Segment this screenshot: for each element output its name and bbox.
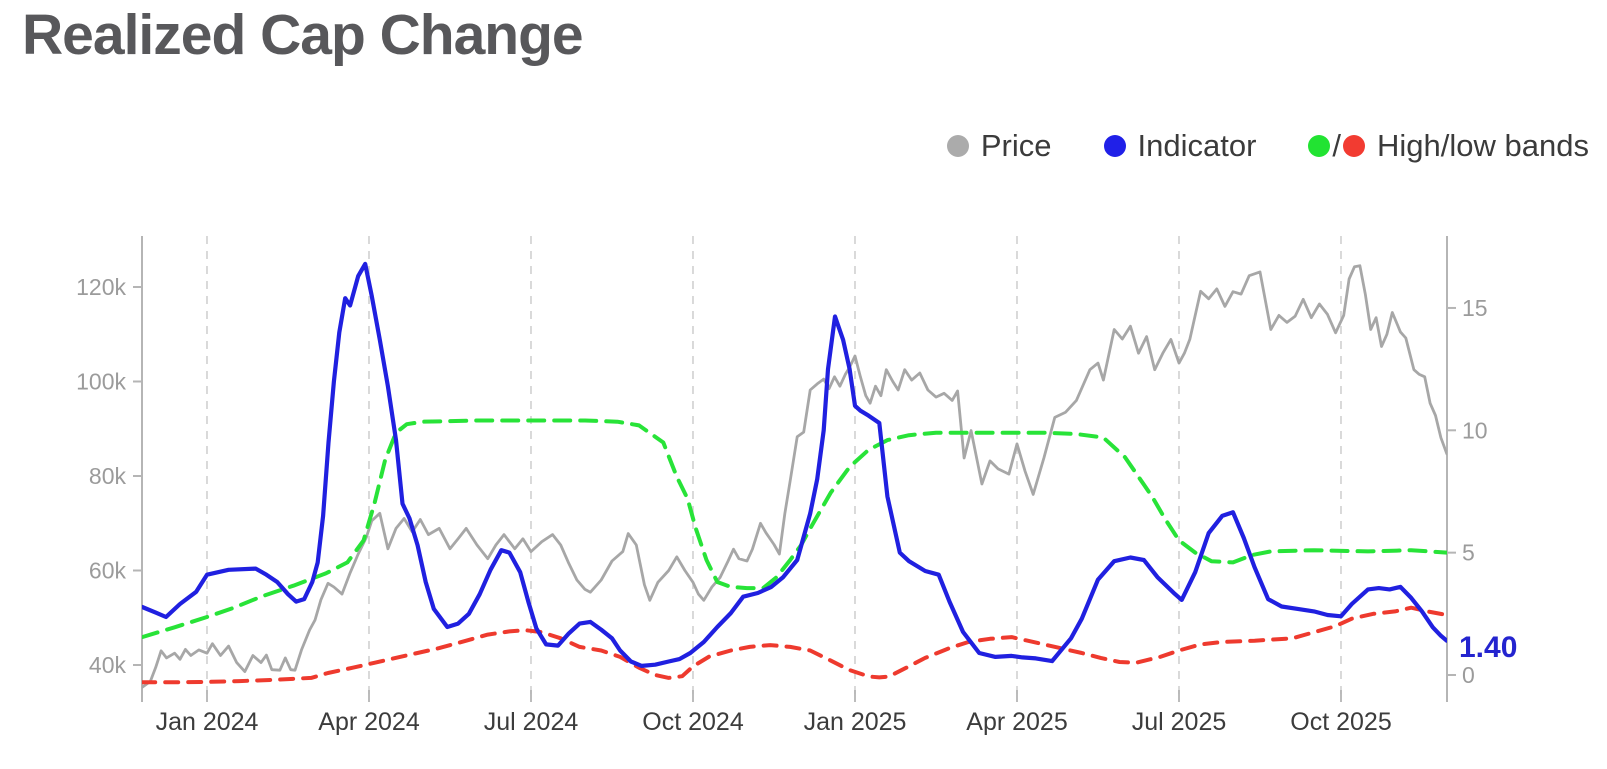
x-tick-label: Oct 2025 [1290, 708, 1391, 736]
y-tick-label-right: 0 [1462, 662, 1475, 688]
series-high-band [142, 418, 1447, 640]
x-tick-label: Jul 2025 [1132, 708, 1227, 736]
legend-slash: / [1332, 128, 1342, 163]
y-tick-label-left: 80k [89, 463, 127, 489]
x-tick-label: Apr 2024 [318, 708, 420, 736]
x-tick-label: Oct 2024 [642, 708, 744, 736]
y-tick-label-right: 15 [1462, 295, 1488, 321]
y-tick-label-right: 5 [1462, 540, 1475, 566]
y-tick-label-left: 120k [76, 274, 126, 300]
series-indicator [142, 261, 1447, 668]
x-tick-label: Apr 2025 [966, 708, 1067, 736]
bands-dual-dot: / [1308, 128, 1366, 164]
legend-label-price: Price [980, 128, 1052, 163]
legend-item-bands[interactable]: / High/low bands [1308, 128, 1589, 164]
x-tick-label: Jan 2024 [156, 708, 259, 736]
low-band-dot-icon [1343, 135, 1366, 157]
y-tick-label-left: 60k [89, 558, 127, 584]
page-title: Realized Cap Change [22, 3, 584, 67]
last-value-label: 1.40 [1459, 631, 1518, 664]
x-tick-label: Jan 2025 [804, 708, 907, 736]
series-low-band [142, 605, 1447, 685]
x-tick-label: Jul 2024 [484, 708, 579, 736]
legend-label-indicator: Indicator [1137, 128, 1257, 163]
y-tick-label-left: 100k [76, 369, 126, 395]
y-tick-label-right: 10 [1462, 417, 1488, 443]
legend-label-bands: High/low bands [1377, 128, 1589, 163]
legend: Price Indicator / High/low bands [946, 128, 1589, 164]
high-band-dot-icon [1308, 135, 1331, 157]
legend-item-indicator[interactable]: Indicator [1103, 128, 1257, 164]
price-dot-icon [946, 135, 969, 157]
series-price [142, 264, 1447, 689]
legend-item-price[interactable]: Price [946, 128, 1052, 164]
indicator-dot-icon [1103, 135, 1126, 157]
y-tick-label-left: 40k [89, 652, 127, 678]
